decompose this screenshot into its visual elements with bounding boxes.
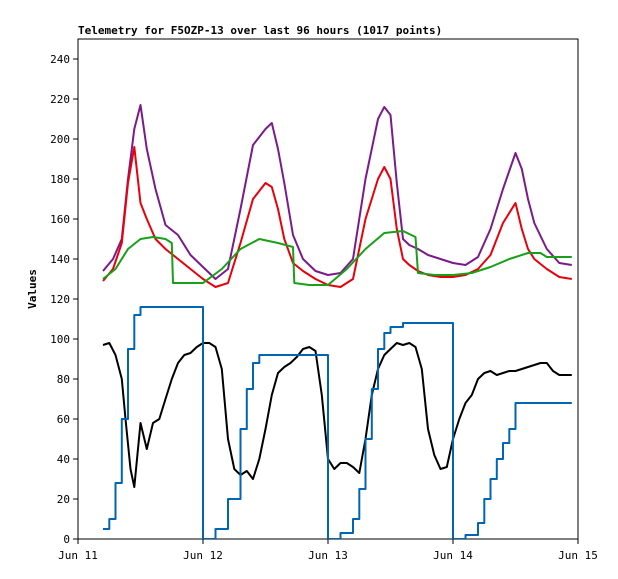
y-tick-label: 40 (57, 453, 70, 466)
y-tick-label: 200 (50, 133, 70, 146)
x-tick-label: Jun 14 (433, 549, 473, 562)
y-tick-label: 240 (50, 53, 70, 66)
y-tick-label: 80 (57, 373, 70, 386)
chart-title: Telemetry for F5OZP-13 over last 96 hour… (78, 24, 442, 37)
x-tick-label: Jun 11 (58, 549, 98, 562)
series-line-black (102, 342, 572, 488)
y-tick-label: 0 (63, 533, 70, 546)
x-tick-label: Jun 13 (308, 549, 348, 562)
y-tick-label: 160 (50, 213, 70, 226)
x-tick-label: Jun 15 (558, 549, 598, 562)
x-tick-label: Jun 12 (183, 549, 223, 562)
y-tick-label: 100 (50, 333, 70, 346)
y-axis-label: Values (26, 269, 39, 309)
y-tick-label: 120 (50, 293, 70, 306)
y-tick-label: 220 (50, 93, 70, 106)
series-line-green (102, 230, 572, 286)
series-group (102, 104, 572, 539)
axis-ticks: 0 20 40 60 80 100 120 140 160 180 200 220 240 Jun 11 J… (50, 53, 598, 562)
y-tick-label: 140 (50, 253, 70, 266)
series-line-red (102, 146, 572, 288)
y-tick-label: 20 (57, 493, 70, 506)
series-line-blue (103, 306, 572, 539)
series-line-purple (102, 104, 572, 280)
y-tick-label: 180 (50, 173, 70, 186)
y-tick-label: 60 (57, 413, 70, 426)
